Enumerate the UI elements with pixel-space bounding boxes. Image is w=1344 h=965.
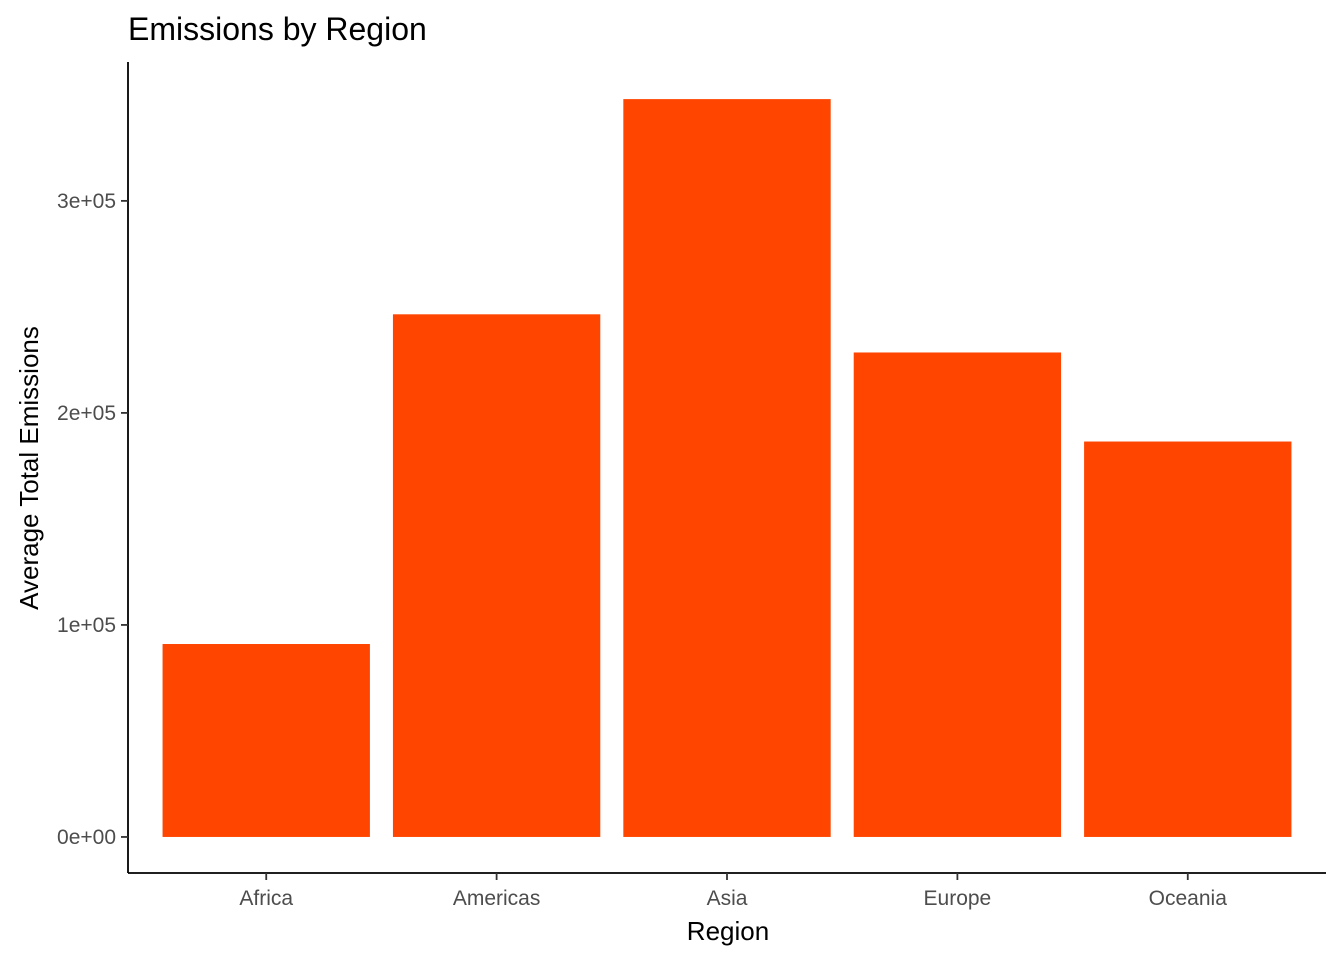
x-tick-label-asia: Asia: [707, 887, 748, 910]
bars-group: [162, 99, 1292, 837]
bar-oceania: [1084, 441, 1292, 837]
x-tick-label-americas: Americas: [453, 887, 541, 910]
y-axis-title: Average Total Emissions: [14, 326, 44, 610]
y-tick-label: 3e+05: [57, 190, 116, 213]
chart-title: Emissions by Region: [128, 11, 427, 47]
y-tick-label: 0e+00: [57, 826, 116, 849]
x-axis-ticks: Africa Americas Asia Europe Oceania: [239, 873, 1227, 910]
y-tick-label: 2e+05: [57, 402, 116, 425]
x-tick-label-oceania: Oceania: [1149, 887, 1228, 910]
x-tick-label-europe: Europe: [924, 887, 992, 910]
bar-americas: [392, 314, 601, 837]
x-axis-title: Region: [687, 916, 769, 946]
bar-africa: [162, 644, 370, 837]
x-tick-label-africa: Africa: [239, 887, 293, 910]
y-tick-label: 1e+05: [57, 614, 116, 637]
bar-europe: [853, 352, 1062, 837]
bar-asia: [623, 99, 831, 837]
y-axis-ticks: 0e+00 1e+05 2e+05 3e+05: [57, 190, 128, 849]
